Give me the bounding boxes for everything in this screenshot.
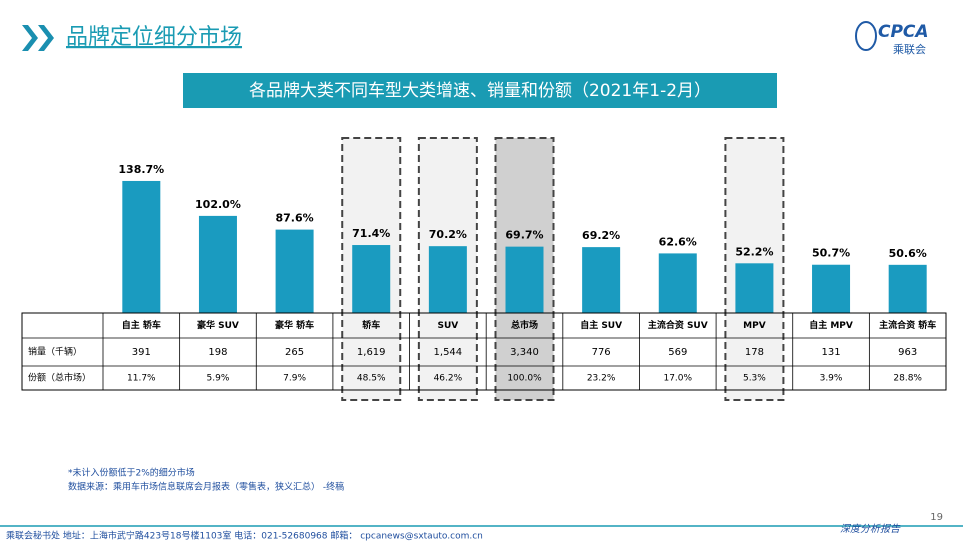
data-label: 71.4%: [352, 227, 390, 240]
table-cell: 1,544: [434, 347, 463, 358]
table-cell: 11.7%: [127, 374, 156, 384]
x-tick-label: 自主 MPV: [809, 319, 853, 331]
highlight-box: [341, 137, 402, 401]
chevrons: [22, 25, 54, 51]
bar: [888, 264, 927, 313]
table-cell: 391: [132, 347, 151, 358]
row-label: 份额（总市场）: [28, 372, 91, 384]
data-label: 87.6%: [276, 212, 314, 225]
table-cell: 3.9%: [820, 374, 843, 384]
table-cell: 28.8%: [893, 374, 922, 384]
data-label: 69.2%: [582, 229, 620, 242]
row-label: 销量（千辆）: [28, 346, 82, 358]
bar: [505, 246, 544, 313]
logo: CPCA: [878, 22, 929, 42]
bar: [735, 263, 774, 313]
subtitle-box: [183, 73, 777, 108]
logo-mark: [855, 21, 877, 51]
x-tick-label: 主流合资 轿车: [879, 319, 936, 331]
data-label: 50.7%: [812, 247, 850, 260]
bar: [198, 215, 237, 313]
data-label: 70.2%: [429, 228, 467, 241]
table-cell: 265: [285, 347, 304, 358]
table-cell: 5.3%: [743, 374, 766, 384]
bar: [352, 245, 391, 313]
table-cell: 5.9%: [207, 374, 230, 384]
table-cell: 569: [668, 347, 687, 358]
data-label: 69.7%: [505, 229, 543, 242]
table-cell: 3,340: [510, 347, 539, 358]
data-label: 138.7%: [118, 163, 164, 176]
table-cell: 963: [898, 347, 917, 358]
x-tick-label: 豪华 SUV: [197, 319, 239, 331]
bar: [582, 247, 621, 313]
x-tick-label: 主流合资 SUV: [648, 319, 708, 331]
table-cell: 131: [821, 347, 840, 358]
table-cell: 7.9%: [283, 374, 306, 384]
bar: [658, 253, 697, 313]
table-cell: 198: [208, 347, 227, 358]
table-cell: 178: [745, 347, 764, 358]
page-number: 19: [930, 512, 943, 523]
table-cell: 23.2%: [587, 374, 616, 384]
table-cell: 17.0%: [663, 374, 692, 384]
footer-contact: 乘联会秘书处 地址：上海市武宁路423号18号楼1103室 电话：021-526…: [6, 530, 483, 542]
bar: [275, 229, 314, 313]
footer-tag: 深度分析报告: [840, 523, 901, 535]
note: *未计入份额低于2%的细分市场: [68, 467, 195, 479]
x-tick-label: 总市场: [511, 319, 538, 331]
table-cell: 1,619: [357, 347, 386, 358]
table-cell: 48.5%: [357, 374, 386, 384]
bar: [812, 264, 851, 313]
note: 数据来源：乘用车市场信息联席会月报表（零售表，狭义汇总） -终稿: [68, 481, 344, 493]
chart: 138.7% 102.0% 87.6% 71.4% 70.2% 69.7% 69.2% 62.…: [21, 137, 947, 401]
data-label: 102.0%: [195, 198, 241, 211]
table-cell: 100.0%: [507, 374, 542, 384]
x-tick-label: 自主 SUV: [580, 319, 622, 331]
bar: [122, 180, 161, 313]
x-tick-label: SUV: [437, 321, 458, 331]
data-label: 52.2%: [735, 245, 773, 258]
table-cell: 776: [592, 347, 611, 358]
page-title: 品牌定位细分市场: [66, 25, 242, 50]
x-tick-label: 轿车: [362, 319, 380, 331]
logo-sub: 乘联会: [893, 43, 926, 56]
highlight-box: [724, 137, 785, 401]
x-tick-label: 自主 轿车: [122, 319, 161, 331]
table-cell: 46.2%: [434, 374, 463, 384]
data-label: 50.6%: [889, 247, 927, 260]
x-tick-label: MPV: [743, 321, 766, 331]
x-tick-label: 豪华 轿车: [275, 319, 314, 331]
bar: [428, 246, 467, 313]
chart-title: 各品牌大类不同车型大类增速、销量和份额（2021年1-2月）: [249, 81, 711, 101]
data-label: 62.6%: [659, 235, 697, 248]
